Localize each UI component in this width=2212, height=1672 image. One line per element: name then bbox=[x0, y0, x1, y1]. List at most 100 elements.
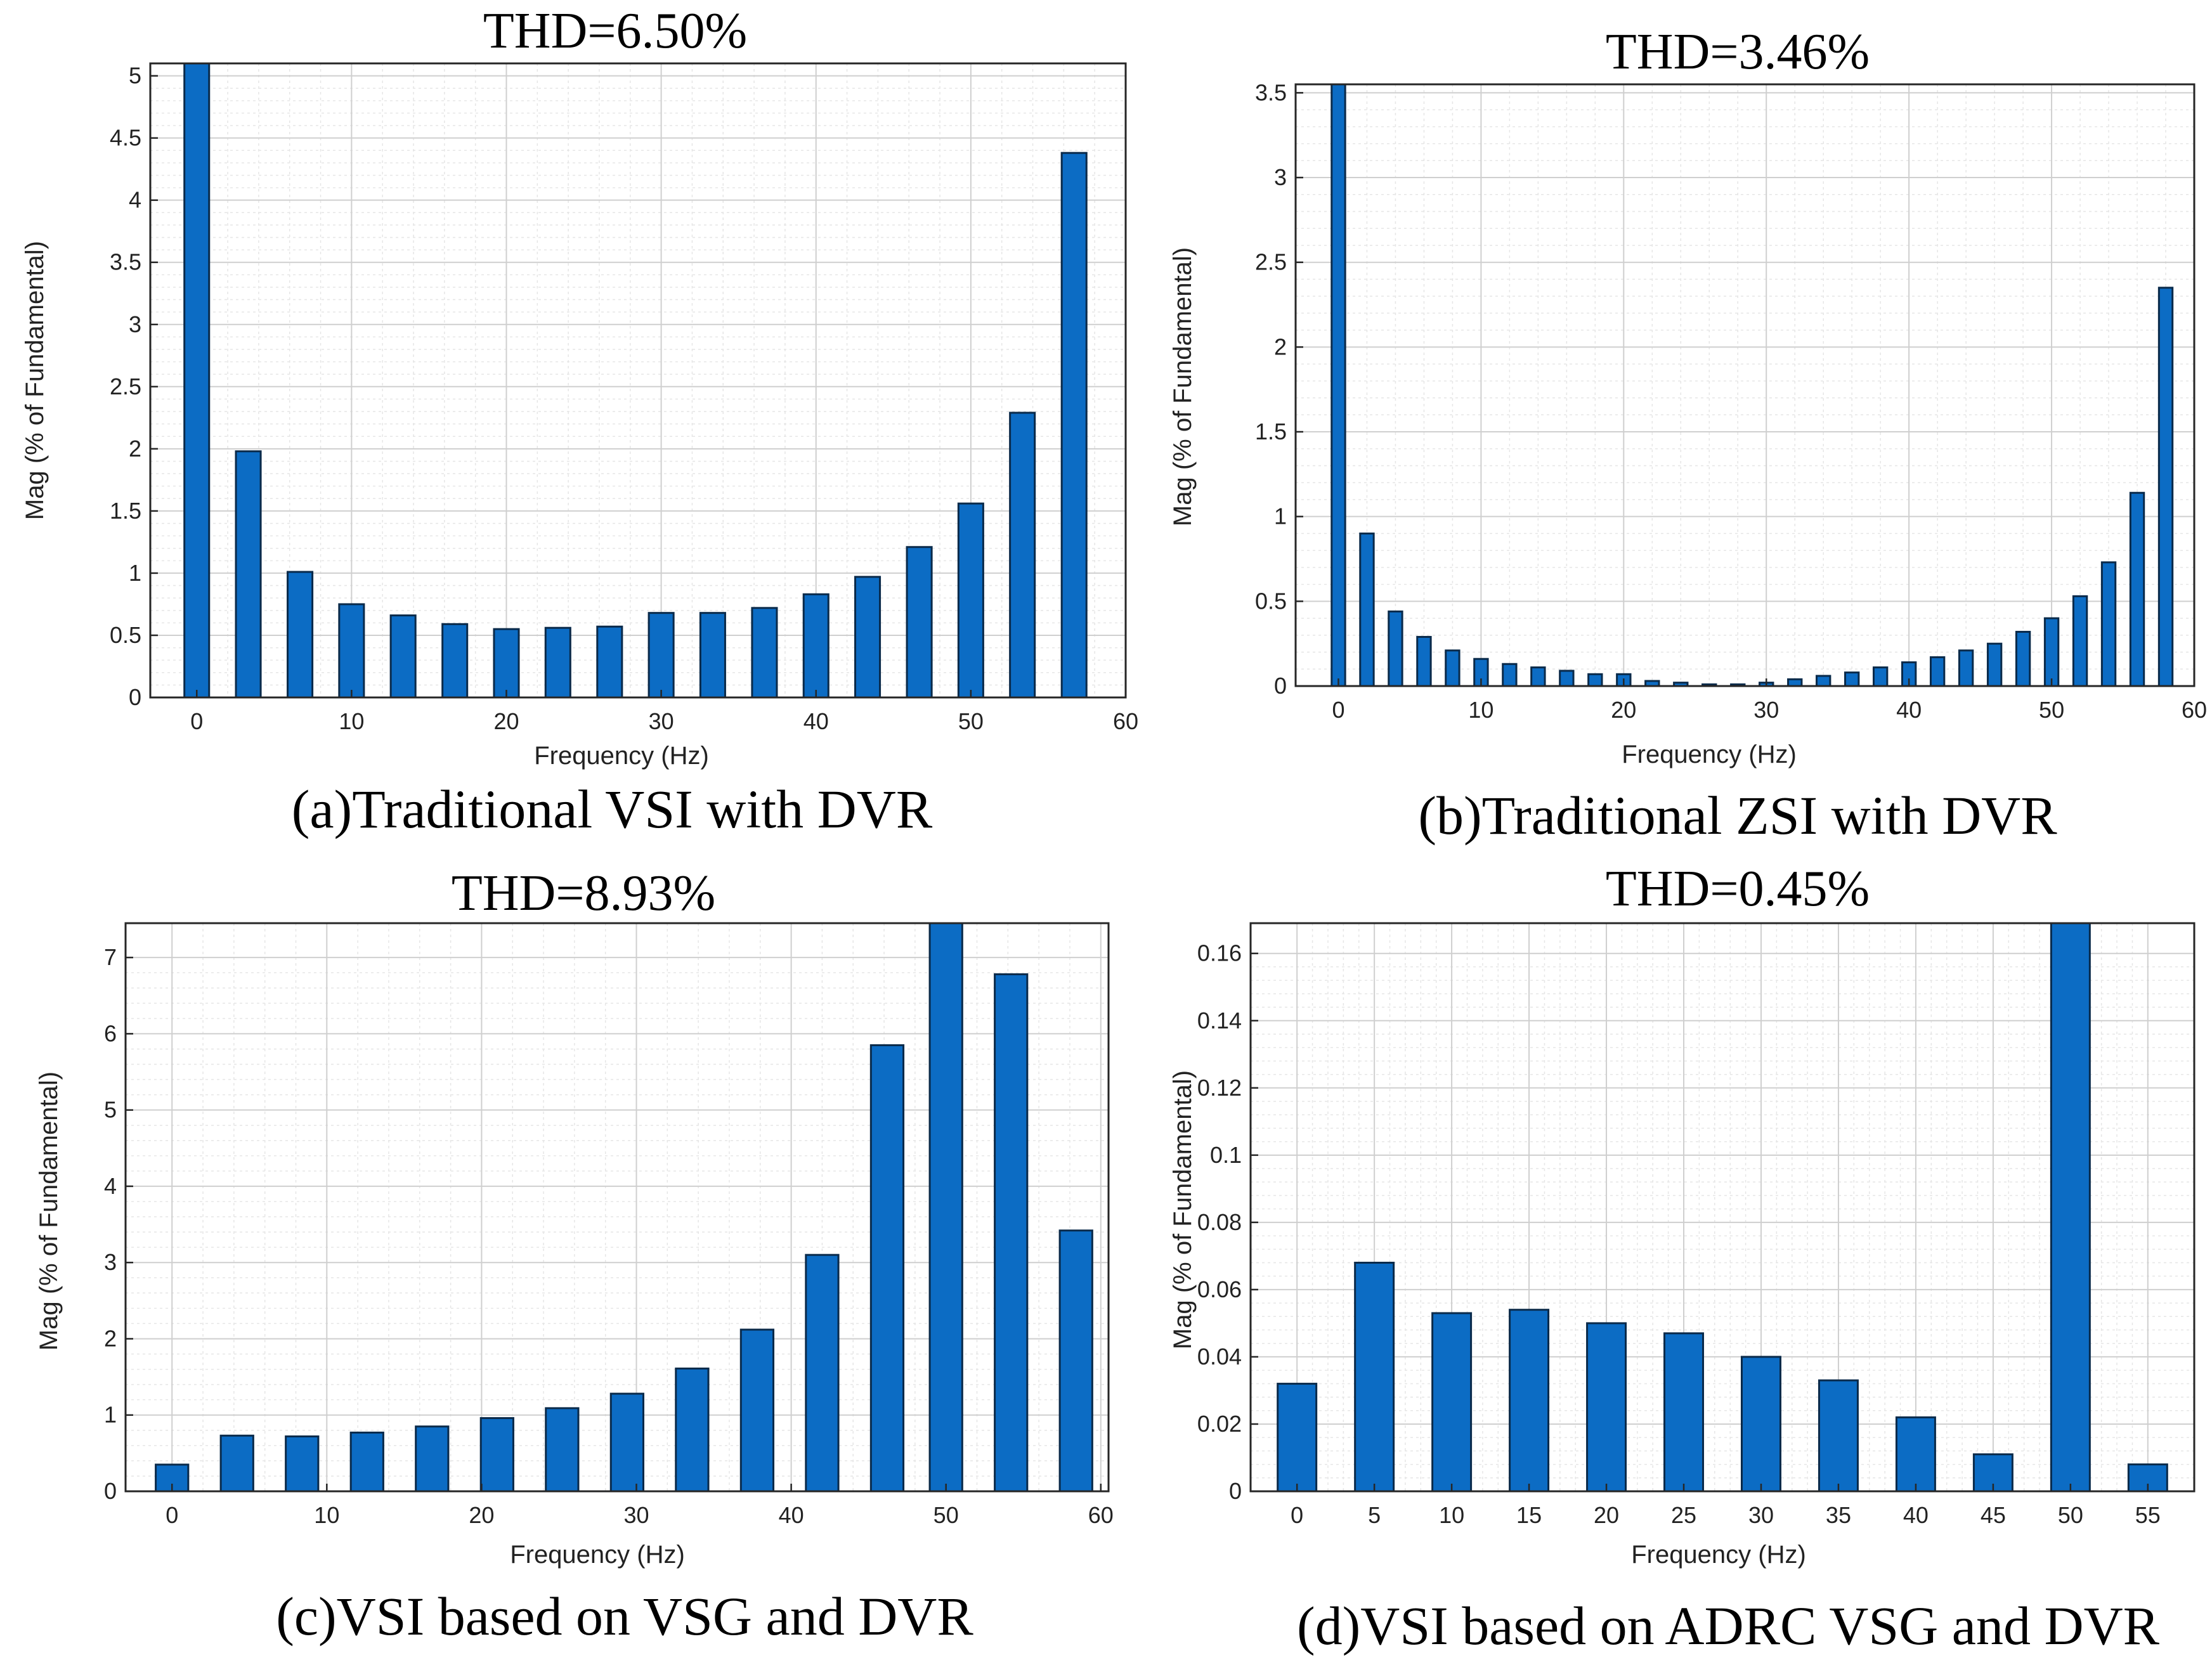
panel-d-y-axis-label: Mag (% of Fundamental) bbox=[1169, 1070, 1197, 1349]
panel-a-bar bbox=[647, 612, 675, 699]
panel-d-axes-frame bbox=[1249, 922, 2196, 1493]
panel-c-bar bbox=[994, 973, 1029, 1493]
panel-d: THD=0.45% 0 5 10 15 20 25 30 35 40 45 50 55 0 0.02 0.0… bbox=[1169, 861, 2196, 1656]
panel-b-x-tick-label: 20 bbox=[1611, 697, 1636, 723]
panel-b-bar bbox=[1929, 656, 1946, 687]
panel-c-x-tick-label: 10 bbox=[314, 1502, 339, 1528]
panel-d-bar bbox=[1277, 1382, 1318, 1493]
panel-a-x-tick-label: 20 bbox=[493, 708, 519, 734]
panel-b-bar bbox=[1844, 671, 1860, 687]
panel-a-ticks: 0 10 20 30 40 50 60 0 0.5 1 1.5 2 2.5 3 3.5 4 4.5 5 bbox=[110, 63, 1138, 734]
panel-c-bar bbox=[739, 1328, 775, 1493]
panel-c-ticks: 0 10 20 30 40 50 60 0 1 2 3 4 5 6 7 bbox=[104, 944, 1114, 1528]
panel-d-y-tick-label: 0.08 bbox=[1197, 1209, 1242, 1235]
panel-c-bar bbox=[479, 1417, 514, 1493]
panel-c-y-tick-label: 2 bbox=[104, 1325, 117, 1351]
panel-c-axes: 0 10 20 30 40 50 60 0 1 2 3 4 5 6 7 bbox=[104, 922, 1114, 1528]
panel-a-bar bbox=[287, 571, 314, 699]
panel-a-thd-title: THD=6.50% bbox=[483, 3, 747, 59]
panel-b-y-tick-label: 3.5 bbox=[1255, 79, 1287, 105]
panel-d-y-tick-label: 0.14 bbox=[1197, 1008, 1242, 1034]
panel-b-y-axis-label: Mag (% of Fundamental) bbox=[1169, 247, 1197, 526]
panel-a-caption: (a)Traditional VSI with DVR bbox=[292, 779, 933, 839]
panel-a-y-tick-label: 4 bbox=[129, 187, 141, 213]
panel-a-bar bbox=[596, 625, 623, 699]
panel-b-bar bbox=[1816, 675, 1831, 687]
panel-b-bar bbox=[2043, 617, 2060, 687]
panel-d-x-axis-label: Frequency (Hz) bbox=[1631, 1541, 1806, 1569]
panel-a-y-tick-label: 2 bbox=[129, 436, 141, 462]
panel-b-bar bbox=[1559, 670, 1575, 687]
panel-c-y-tick-label: 0 bbox=[104, 1478, 117, 1504]
panel-c-bar bbox=[928, 922, 963, 1493]
panel-c-bar bbox=[219, 1434, 254, 1493]
panel-b-y-tick-label: 1 bbox=[1274, 503, 1287, 529]
panel-a-y-axis-label: Mag (% of Fundamental) bbox=[21, 241, 49, 520]
panel-d-bar bbox=[1663, 1332, 1705, 1493]
panel-c-x-tick-label: 20 bbox=[469, 1502, 494, 1528]
panel-b-x-tick-label: 0 bbox=[1332, 697, 1344, 723]
panel-a-bar bbox=[183, 62, 211, 699]
panel-b-x-tick-label: 50 bbox=[2039, 697, 2064, 723]
panel-c-bar bbox=[1058, 1229, 1093, 1493]
panel-a-y-tick-label: 1.5 bbox=[110, 498, 141, 524]
panel-b-bar bbox=[1502, 663, 1518, 687]
panel-c-y-axis-label: Mag (% of Fundamental) bbox=[35, 1072, 63, 1351]
panel-a-bar bbox=[338, 603, 365, 699]
panel-a-axes-frame bbox=[149, 62, 1127, 699]
panel-c-y-tick-label: 5 bbox=[104, 1097, 117, 1123]
panel-c-x-tick-label: 30 bbox=[623, 1502, 649, 1528]
panel-c-bar bbox=[609, 1392, 644, 1493]
panel-d-y-tick-label: 0.02 bbox=[1197, 1411, 1242, 1437]
panel-a: THD=6.50% 0 10 20 30 40 50 60 0 0.5 1 1.5 2 2.5 3 3.5 4… bbox=[21, 3, 1138, 839]
panel-d-x-tick-label: 30 bbox=[1748, 1502, 1774, 1528]
panel-d-x-tick-label: 40 bbox=[1903, 1502, 1929, 1528]
panel-b-x-tick-label: 60 bbox=[2182, 697, 2207, 723]
panel-d-x-tick-label: 15 bbox=[1516, 1502, 1542, 1528]
panel-c-y-tick-label: 7 bbox=[104, 944, 117, 970]
panel-d-bar bbox=[1895, 1416, 1936, 1493]
panel-a-bar bbox=[751, 607, 778, 699]
panel-d-ticks: 0 5 10 15 20 25 30 35 40 45 50 55 0 0.02 0.04 0.06 0.08 0… bbox=[1197, 940, 2161, 1528]
panel-d-bar bbox=[1431, 1312, 1473, 1493]
panel-b-x-tick-label: 10 bbox=[1468, 697, 1493, 723]
panel-d-y-tick-label: 0.12 bbox=[1197, 1075, 1242, 1101]
panel-c-x-tick-label: 0 bbox=[166, 1502, 178, 1528]
panel-a-bar bbox=[906, 546, 933, 699]
panel-b-bar bbox=[2072, 595, 2088, 687]
panel-d-bars bbox=[1277, 922, 2168, 1493]
panel-b-axes-frame bbox=[1294, 83, 2196, 687]
panel-a-y-tick-label: 0.5 bbox=[110, 622, 141, 648]
panel-d-y-tick-label: 0.06 bbox=[1197, 1276, 1242, 1302]
panel-d-x-tick-label: 25 bbox=[1671, 1502, 1696, 1528]
panel-b-bar bbox=[1958, 649, 1974, 687]
panel-d-x-tick-label: 55 bbox=[2135, 1502, 2161, 1528]
panel-d-axes: 0 5 10 15 20 25 30 35 40 45 50 55 0 0.02 0.04 0.06 0.08 0… bbox=[1197, 922, 2196, 1528]
panel-a-x-tick-label: 50 bbox=[958, 708, 984, 734]
panel-d-x-tick-label: 20 bbox=[1594, 1502, 1619, 1528]
panel-c-bar bbox=[285, 1435, 320, 1493]
panel-a-bar bbox=[957, 502, 984, 699]
panel-a-bar bbox=[1060, 152, 1088, 699]
panel-a-bar bbox=[493, 628, 520, 699]
panel-d-bar bbox=[1740, 1356, 1781, 1493]
panel-b-bar bbox=[1872, 666, 1889, 687]
panel-b-bar bbox=[1787, 678, 1803, 687]
panel-b-x-axis-label: Frequency (Hz) bbox=[1622, 741, 1797, 768]
panel-c-y-tick-label: 3 bbox=[104, 1249, 117, 1275]
panel-c-bars bbox=[155, 922, 1093, 1493]
panel-b-bar bbox=[2100, 561, 2117, 687]
panel-b: THD=3.46% 0 10 20 30 40 50 6000.511.522.533.5 … bbox=[1169, 24, 2207, 846]
panel-c-y-tick-label: 6 bbox=[104, 1020, 117, 1046]
panel-c-bar bbox=[805, 1254, 840, 1493]
panel-a-y-tick-label: 1 bbox=[129, 560, 141, 586]
panel-b-axes: 0 10 20 30 40 50 60 0 0.5 1 1.5 2 2.5 3 3.5 bbox=[1255, 79, 2207, 723]
panel-b-y-tick-label: 2 bbox=[1274, 334, 1287, 360]
panel-b-y-tick-label: 0.5 bbox=[1255, 588, 1287, 614]
panel-d-x-tick-label: 45 bbox=[1981, 1502, 2006, 1528]
panel-b-y-tick-label: 0 bbox=[1274, 673, 1287, 699]
panel-c-y-tick-label: 4 bbox=[104, 1173, 117, 1199]
panel-d-plot-area bbox=[1249, 922, 2196, 1493]
panel-b-plot-area bbox=[1294, 83, 2196, 687]
